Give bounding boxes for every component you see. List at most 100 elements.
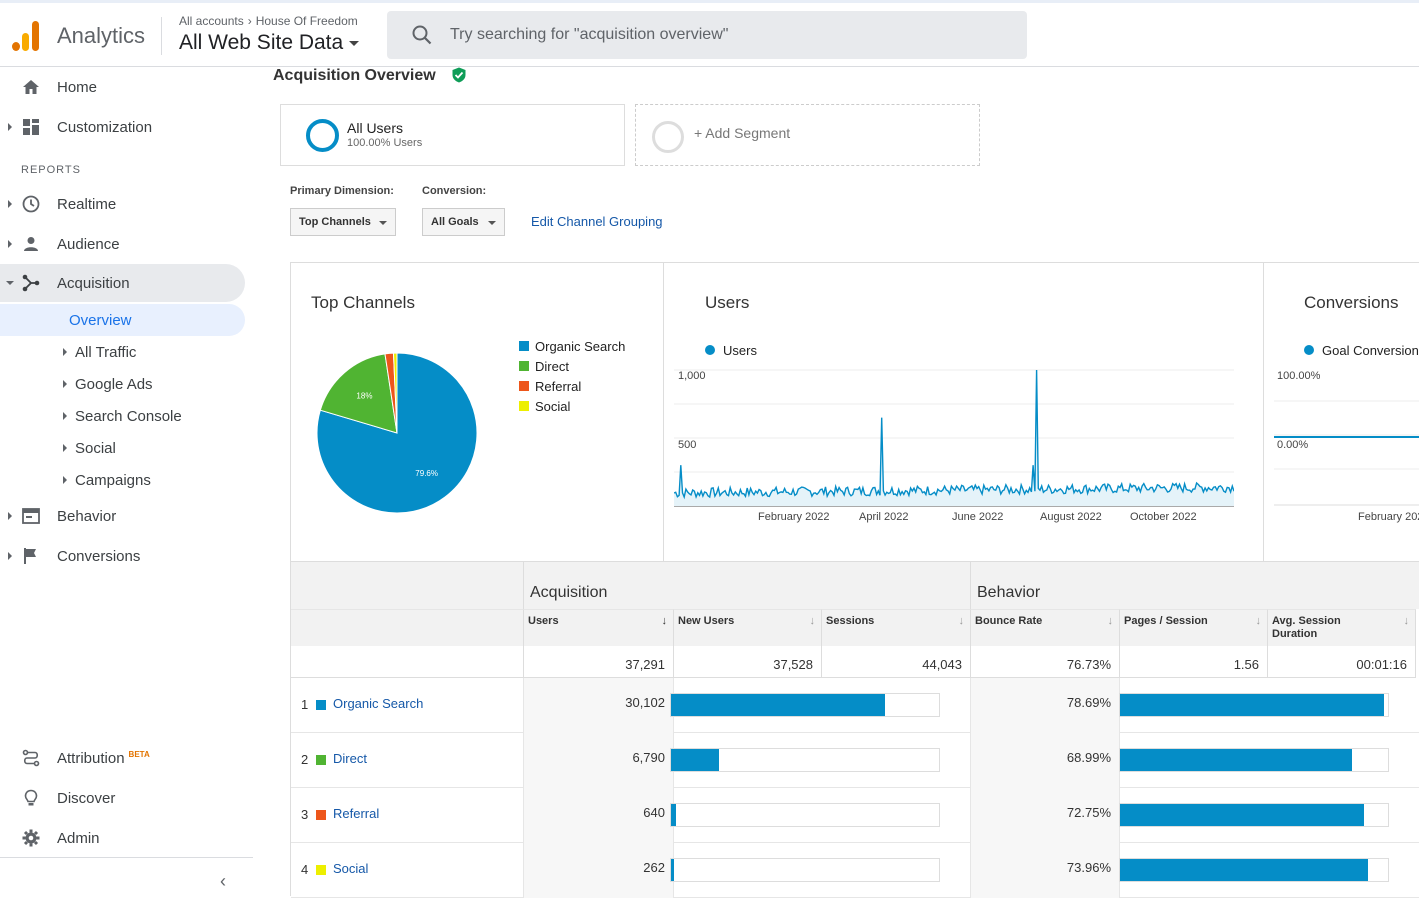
sidebar-item-overview[interactable]: Overview (0, 304, 245, 336)
legend-label: Social (535, 399, 571, 414)
empty-segment-ring-icon (652, 121, 684, 153)
cell-bounce-rate: 68.99% (971, 733, 1120, 788)
breadcrumb-property[interactable]: House Of Freedom (255, 14, 358, 28)
edit-channel-grouping-link[interactable]: Edit Channel Grouping (531, 214, 663, 229)
sidebar-item-label: Realtime (57, 195, 117, 213)
sidebar-item-label: Overview (69, 311, 132, 329)
pie-slice-social[interactable] (392, 352, 398, 434)
bounce-rate-value: 68.99% (1066, 750, 1111, 765)
col-header-users[interactable]: Users ↓ (524, 609, 674, 646)
sidebar-item-acquisition[interactable]: Acquisition (0, 264, 245, 302)
bounce-bar-fill (1120, 749, 1352, 771)
pie-label: 18% (356, 392, 372, 401)
cell-channel: 1 Organic Search (291, 678, 524, 733)
legend-dot (1304, 345, 1314, 355)
total-bounce-rate: 76.73% (971, 646, 1120, 678)
sort-icon: ↓ (958, 615, 965, 627)
col-label: Pages / Session (1124, 615, 1208, 627)
col-header-sessions[interactable]: Sessions ↓ (822, 609, 971, 646)
channel-link[interactable]: Social (333, 861, 369, 876)
legend-label: Referral (535, 379, 582, 394)
bounce-bar-track (1119, 693, 1389, 717)
table-blank-header (291, 562, 524, 609)
col-label: Bounce Rate (975, 615, 1043, 627)
users-legend-label: Users (723, 343, 757, 358)
cell-bounce-rate: 73.96% (971, 843, 1120, 898)
total-sessions: 44,043 (822, 646, 971, 678)
total-users: 37,291 (524, 646, 674, 678)
channel-link[interactable]: Organic Search (333, 696, 424, 711)
sidebar-item-label: Social (75, 439, 116, 457)
channel-link[interactable]: Referral (333, 806, 380, 821)
top-channels-panel: Top Channels 79.6% 18% Organic Search Dire… (291, 263, 664, 561)
channel-color-swatch (316, 810, 326, 820)
reports-header: REPORTS (21, 164, 81, 176)
search-placeholder: Try searching for "acquisition overview" (450, 26, 729, 43)
sidebar-item-label: Audience (57, 235, 120, 253)
acquisition-group-label: Acquisition (530, 584, 608, 601)
bounce-rate-value: 73.96% (1066, 860, 1111, 875)
col-label: Users (528, 615, 559, 627)
conversions-line-chart[interactable] (1274, 363, 1419, 513)
col-header-new-users[interactable]: New Users ↓ (674, 609, 822, 646)
channel-color-swatch (316, 865, 326, 875)
behavior-group-label: Behavior (977, 584, 1041, 601)
conversion-select[interactable]: All Goals (422, 208, 505, 236)
col-header-pages-session[interactable]: Pages / Session ↓ (1120, 609, 1268, 646)
add-segment-button[interactable]: + Add Segment (635, 104, 980, 166)
view-selector[interactable]: All Web Site Data (179, 31, 360, 55)
chart-panels: Top Channels 79.6% 18% Organic Search Dire… (290, 262, 1419, 562)
flag-icon (24, 548, 36, 564)
browser-window-icon (22, 508, 40, 524)
legend-swatch (519, 381, 529, 391)
primary-dimension-select[interactable]: Top Channels (290, 208, 396, 236)
users-line-chart[interactable] (674, 363, 1234, 513)
users-value: 6,790 (632, 750, 665, 765)
analytics-logo-icon[interactable] (12, 21, 40, 51)
sidebar-item-label: Admin (57, 829, 100, 847)
sort-icon: ↓ (1255, 615, 1262, 627)
segment-name: All Users (347, 120, 404, 136)
breadcrumb-account[interactable]: All accounts (179, 14, 244, 28)
table-row: 3 Referral 640 72.75% (291, 788, 1419, 843)
channel-link[interactable]: Direct (333, 751, 367, 766)
sidebar-item-label: Acquisition (57, 274, 130, 292)
conversion-value: All Goals (431, 216, 479, 228)
pie-legend-item[interactable]: Organic Search (519, 339, 625, 354)
new-users-bar-fill (671, 859, 674, 881)
expand-arrow-icon (8, 200, 12, 208)
bounce-bar-fill (1120, 859, 1369, 881)
sidebar-item-label: All Traffic (75, 343, 137, 361)
cell-new-users-bar (670, 843, 971, 898)
x-tick-apr: April 2022 (859, 511, 909, 523)
collapse-sidebar-icon[interactable]: ‹ (220, 871, 226, 891)
primary-dimension-value: Top Channels (299, 216, 371, 228)
primary-dimension-label: Primary Dimension: (290, 185, 394, 197)
col-header-avg-session-duration[interactable]: Avg. Session Duration ↓ (1268, 609, 1416, 646)
pie-legend-item[interactable]: Direct (519, 359, 569, 374)
table-row: 1 Organic Search 30,102 78.69% (291, 678, 1419, 733)
top-channels-title: Top Channels (311, 293, 415, 312)
new-users-bar-fill (671, 694, 886, 716)
sort-down-icon: ↓ (661, 615, 668, 627)
segment-all-users[interactable]: All Users 100.00% Users (280, 104, 625, 166)
users-legend: Users (705, 343, 757, 358)
legend-label: Organic Search (535, 339, 626, 354)
bounce-bar-track (1119, 858, 1389, 882)
pie-slice-direct[interactable] (319, 353, 398, 434)
conv-y-tick-0: 0.00% (1277, 439, 1309, 451)
search-box[interactable]: Try searching for "acquisition overview" (387, 11, 1027, 59)
breadcrumb[interactable]: All accounts › House Of Freedom (179, 14, 358, 28)
expand-arrow-icon (63, 380, 67, 388)
pie-legend-item[interactable]: Referral (519, 379, 581, 394)
bounce-bar-fill (1120, 694, 1385, 716)
channel-color-swatch (316, 755, 326, 765)
conversions-legend-label: Goal Conversion (1322, 343, 1419, 358)
x-tick-aug: August 2022 (1040, 511, 1102, 523)
conversion-label: Conversion: (422, 185, 487, 197)
col-label: Duration (1272, 628, 1318, 640)
top-channels-pie-chart[interactable]: 79.6% 18% (307, 343, 487, 523)
app-name: Analytics (57, 23, 146, 48)
col-header-bounce-rate[interactable]: Bounce Rate ↓ (971, 609, 1120, 646)
pie-legend-item[interactable]: Social (519, 399, 570, 414)
